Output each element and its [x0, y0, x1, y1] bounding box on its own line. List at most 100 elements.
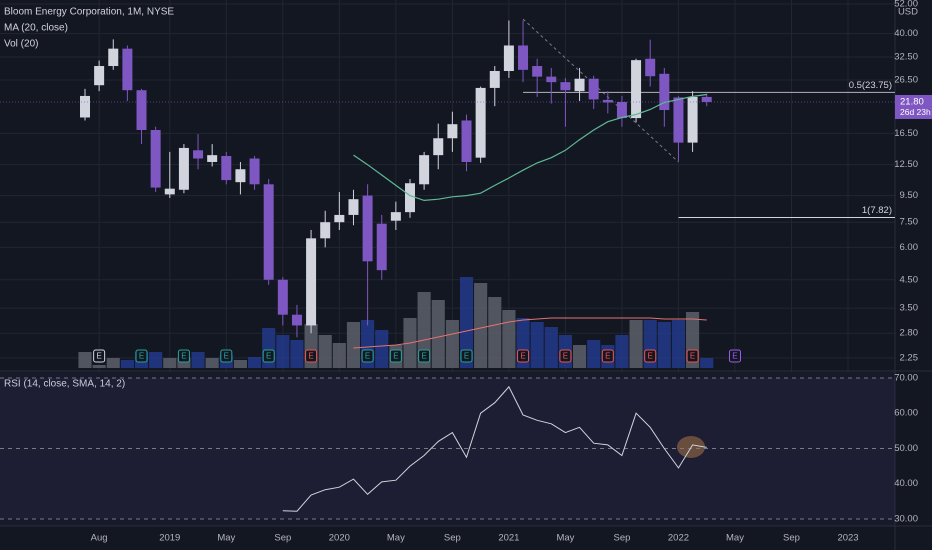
y-tick-label: 6.00 — [900, 242, 919, 253]
candle-body — [461, 120, 472, 162]
rsi-tick-label: 50.00 — [894, 443, 918, 454]
fib-label: 0.5(23.75) — [849, 80, 892, 91]
candle-body — [178, 147, 189, 190]
candle-body — [362, 195, 373, 262]
rsi-legend: RSI (14, close, SMA, 14, 2) — [4, 379, 125, 390]
volume-bar — [205, 358, 219, 368]
candle-body — [673, 97, 684, 143]
event-label: E — [308, 352, 313, 361]
volume-bar — [587, 340, 601, 368]
event-label: E — [563, 352, 568, 361]
candle-body — [447, 124, 458, 139]
y-tick-label: 3.50 — [900, 303, 919, 314]
event-label: E — [421, 352, 426, 361]
candle-body — [659, 73, 670, 111]
candle-body — [207, 155, 218, 162]
volume-bar — [474, 283, 488, 368]
x-tick-label: May — [726, 533, 744, 544]
volume-bar — [375, 330, 389, 368]
event-label: E — [520, 352, 525, 361]
candle-body — [475, 87, 486, 158]
candle-body — [574, 78, 585, 92]
event-marker — [601, 349, 614, 363]
event-label: E — [690, 352, 695, 361]
candle-body — [687, 96, 698, 143]
event-label: E — [181, 352, 186, 361]
event-marker — [262, 349, 275, 363]
candle-body — [588, 78, 599, 100]
candle-body — [334, 214, 345, 223]
candle-body — [419, 155, 430, 185]
volume-bar — [78, 352, 92, 368]
volume-bar — [177, 358, 191, 368]
volume-bar — [488, 297, 502, 368]
candle-body — [631, 60, 642, 119]
event-marker — [686, 349, 699, 363]
y-tick-label: 7.50 — [900, 217, 919, 228]
volume-ma-line — [353, 317, 707, 349]
volume-bar — [431, 300, 445, 368]
volume-bar — [700, 358, 714, 368]
volume-bar — [445, 320, 459, 368]
x-tick-label: Sep — [444, 533, 461, 544]
currency: USD — [898, 7, 918, 18]
x-tick-label: 2022 — [668, 533, 689, 544]
event-marker — [220, 349, 233, 363]
volume-bar — [276, 335, 290, 368]
candle-body — [193, 150, 204, 159]
chart-title: Bloom Energy Corporation, 1M, NYSE — [4, 7, 174, 18]
last-price-badge — [895, 94, 932, 119]
x-tick-label: 2020 — [329, 533, 350, 544]
candle-body — [136, 90, 147, 131]
volume-bar — [163, 358, 177, 368]
volume-bar — [615, 335, 629, 368]
volume-bar — [530, 322, 544, 368]
y-tick-label: 16.50 — [894, 128, 918, 139]
volume-bar — [290, 340, 304, 368]
event-marker — [644, 349, 657, 363]
event-marker — [177, 349, 190, 363]
candle-body — [433, 138, 444, 156]
fib-label: 1(7.82) — [862, 205, 892, 216]
candle-body — [376, 223, 387, 271]
candle-body — [489, 71, 500, 88]
candle-body — [291, 314, 302, 326]
x-tick-label: 2023 — [837, 533, 858, 544]
y-tick-label: 2.80 — [900, 328, 919, 339]
event-label: E — [648, 352, 653, 361]
volume-legend: Vol (20) — [4, 39, 38, 50]
event-label: E — [266, 352, 271, 361]
volume-bar — [332, 343, 346, 368]
volume-bar — [318, 335, 332, 368]
event-marker — [361, 349, 374, 363]
event-label: E — [732, 352, 737, 361]
candle-body — [94, 66, 105, 86]
candle-body — [404, 183, 415, 213]
rsi-tick-label: 40.00 — [894, 478, 918, 489]
volume-bar — [120, 360, 134, 368]
ma-line — [353, 93, 707, 202]
volume-bar — [657, 322, 671, 368]
volume-bar — [247, 357, 262, 368]
volume-bar — [572, 345, 587, 368]
event-marker — [93, 349, 106, 363]
x-tick-label: 2021 — [498, 533, 519, 544]
rsi-tick-label: 60.00 — [894, 408, 918, 419]
volume-bar — [459, 277, 474, 368]
event-marker — [728, 349, 741, 363]
candle-body — [518, 45, 529, 70]
fib-trend-line — [522, 18, 679, 163]
volume-bar — [346, 322, 361, 368]
candle-body — [532, 66, 543, 77]
y-tick-label: 12.50 — [894, 159, 918, 170]
candle-body — [263, 184, 274, 280]
x-tick-label: 2019 — [159, 533, 180, 544]
candle-body — [546, 76, 557, 83]
event-label: E — [224, 352, 229, 361]
candle-body — [108, 48, 119, 67]
candle-body — [390, 212, 401, 221]
volume-bar — [149, 352, 163, 368]
candle-body — [701, 96, 712, 102]
event-marker — [135, 349, 148, 363]
volume-bar — [92, 365, 106, 368]
